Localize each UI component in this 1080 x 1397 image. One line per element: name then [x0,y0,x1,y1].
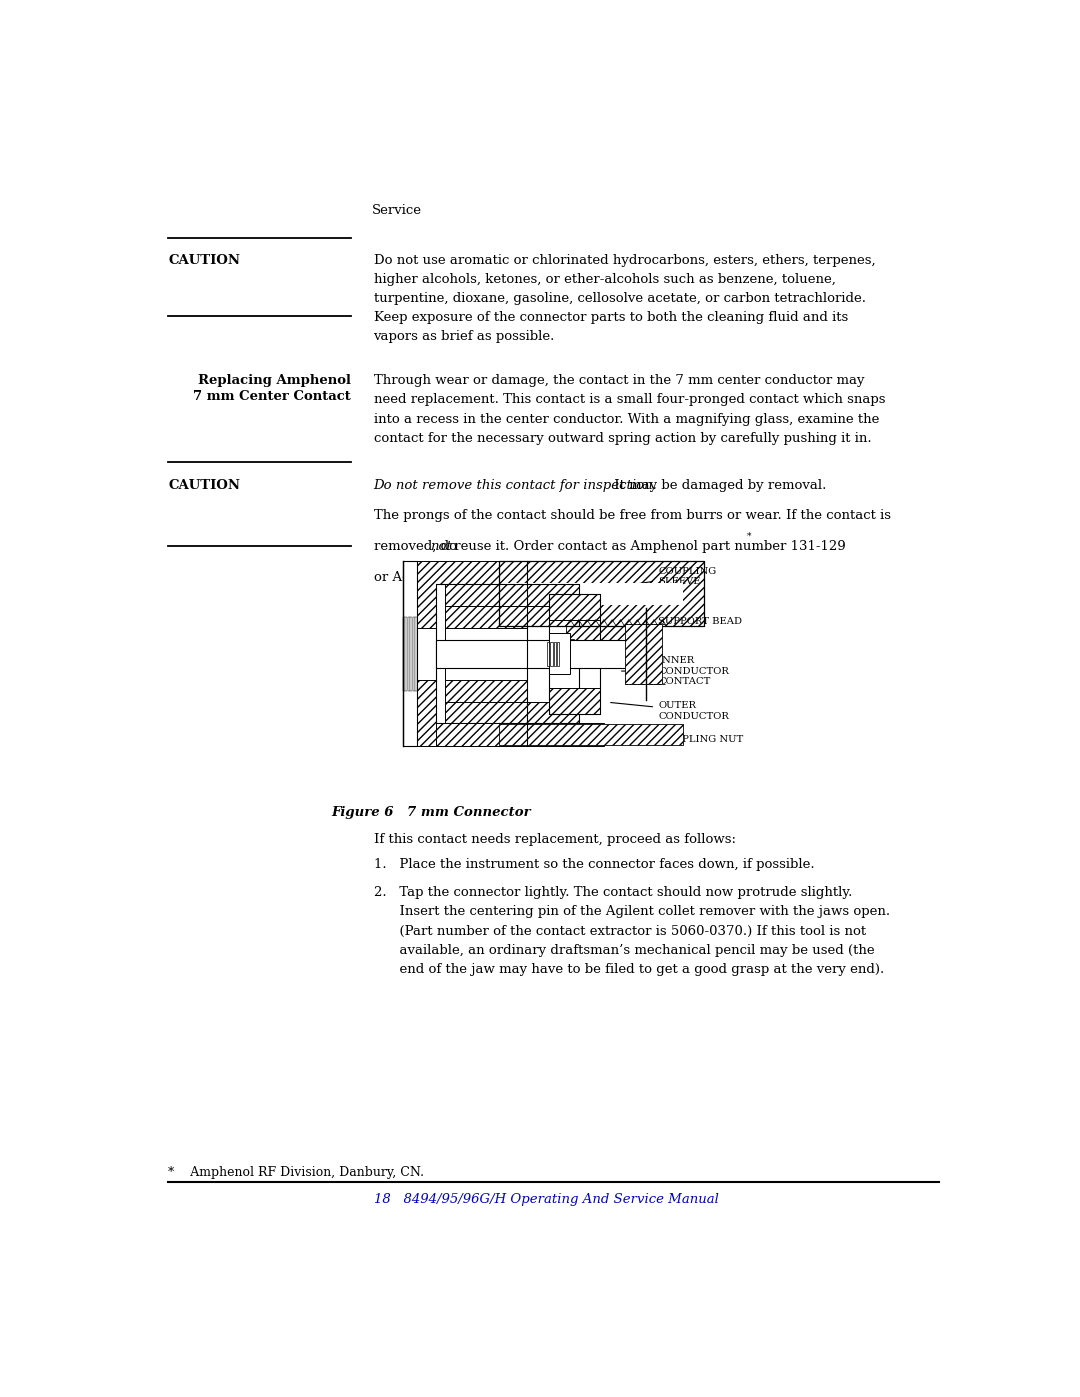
Text: 7 mm Center Contact: 7 mm Center Contact [193,390,351,404]
Bar [403,680,527,746]
Bar [499,562,704,626]
Text: COUPLING
SLEEVE: COUPLING SLEEVE [632,567,716,587]
Bar [549,633,569,675]
Text: removed, do: removed, do [374,541,461,553]
Bar [416,617,417,692]
Bar [550,594,599,714]
Bar [566,626,647,645]
Bar [554,643,556,666]
Text: not: not [431,541,453,553]
Bar [410,617,413,692]
Bar [499,724,684,745]
Text: Through wear or damage, the contact in the 7 mm center conductor may
need replac: Through wear or damage, the contact in t… [374,374,885,444]
Bar [436,701,579,724]
Bar [436,584,445,724]
Text: Do not remove this contact for inspection.: Do not remove this contact for inspectio… [374,479,658,492]
Bar [408,617,409,692]
Text: The prongs of the contact should be free from burrs or wear. If the contact is: The prongs of the contact should be free… [374,510,891,522]
Text: or Agilent part number 1250-0907.: or Agilent part number 1250-0907. [374,571,609,584]
Text: *    Amphenol RF Division, Danbury, CN.: * Amphenol RF Division, Danbury, CN. [168,1166,424,1179]
Text: reuse it. Order contact as Amphenol part number 131-129: reuse it. Order contact as Amphenol part… [449,541,846,553]
Text: OUTER
CONDUCTOR: OUTER CONDUCTOR [610,701,729,721]
Bar [403,562,417,746]
Text: 18   8494/95/96G/H Operating And Service Manual: 18 8494/95/96G/H Operating And Service M… [374,1193,718,1206]
Text: It may be damaged by removal.: It may be damaged by removal. [609,479,826,492]
Text: Figure 6: Figure 6 [332,806,394,819]
Text: 1.   Place the instrument so the connector faces down, if possible.: 1. Place the instrument so the connector… [374,858,814,872]
Bar [499,562,704,626]
Bar [557,643,559,666]
Text: INNER
CONDUCTOR
CONTACT: INNER CONDUCTOR CONTACT [622,657,729,686]
Text: COUPLING NUT: COUPLING NUT [571,728,743,745]
Bar [436,584,579,606]
Bar [413,617,415,692]
Bar [405,617,407,692]
Bar [436,724,604,746]
Bar [503,583,684,605]
Bar [436,640,642,668]
Text: CAUTION: CAUTION [168,254,241,267]
Bar [550,640,575,668]
Bar [550,643,553,666]
Text: Do not use aromatic or chlorinated hydrocarbons, esters, ethers, terpenes,
highe: Do not use aromatic or chlorinated hydro… [374,254,875,344]
Text: Replacing Amphenol: Replacing Amphenol [198,374,351,387]
Bar [624,623,662,685]
Text: 7 mm Connector: 7 mm Connector [407,806,530,819]
Text: Service: Service [372,204,422,217]
Text: If this contact needs replacement, proceed as follows:: If this contact needs replacement, proce… [374,834,735,847]
Bar [550,594,599,619]
Bar [546,643,550,666]
Bar [436,584,579,724]
Text: CAUTION: CAUTION [168,479,241,492]
Text: SUPPORT BEAD: SUPPORT BEAD [615,617,742,636]
Text: 2.   Tap the connector lightly. The contact should now protrude slightly.
      : 2. Tap the connector lightly. The contac… [374,886,890,977]
Bar [550,689,599,714]
Bar [403,562,527,627]
Text: *: * [747,531,752,541]
Bar [403,617,405,692]
